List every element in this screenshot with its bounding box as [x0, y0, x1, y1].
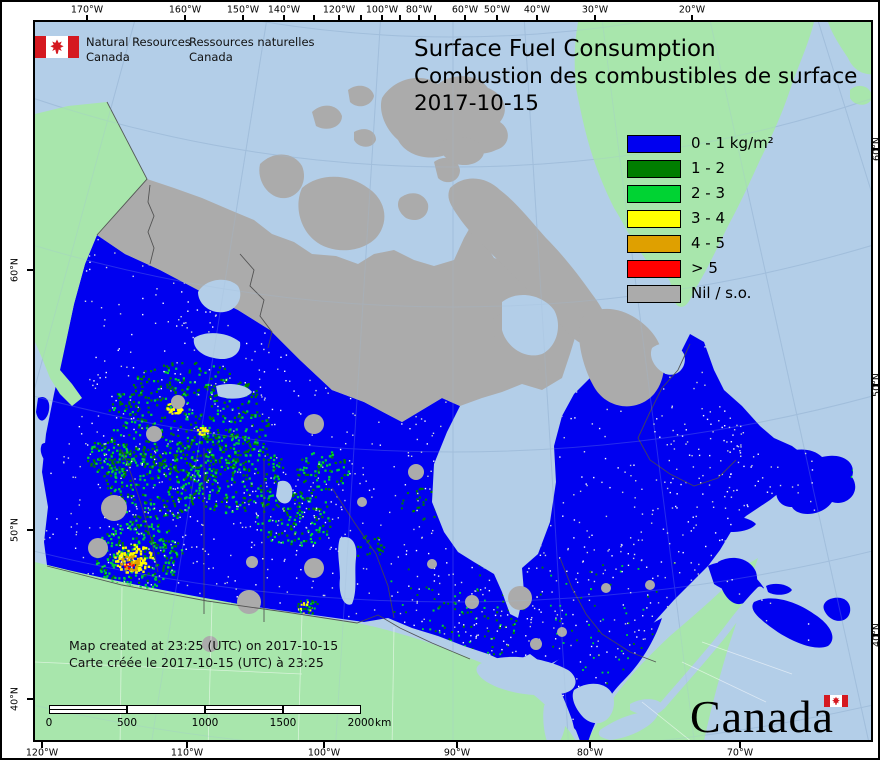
- created-french: Carte créée le 2017-10-15 (UTC) à 23:25: [69, 654, 338, 671]
- scalebar-label: 1500: [270, 717, 297, 729]
- legend-item: 0 - 1 kg/m²: [627, 133, 847, 158]
- longitude-label: 100°W: [366, 5, 398, 16]
- tick-mark: [464, 15, 466, 21]
- longitude-label: 160°W: [169, 5, 201, 16]
- legend-item: > 5: [627, 258, 847, 283]
- legend-swatch: [627, 285, 681, 303]
- latitude-label: 50°N: [872, 373, 880, 397]
- canada-wordmark: Canada: [690, 690, 834, 743]
- legend-swatch: [627, 135, 681, 153]
- tick-mark: [27, 698, 33, 700]
- scalebar-label: 1000: [192, 717, 219, 729]
- scalebar-segment: [205, 705, 283, 714]
- tick-mark: [27, 269, 33, 271]
- title-date: 2017-10-15: [414, 90, 857, 117]
- longitude-label: 150°W: [227, 5, 259, 16]
- latitude-label: 40°N: [872, 623, 880, 647]
- legend-label: 2 - 3: [691, 184, 725, 202]
- scalebar-segment: [127, 705, 205, 714]
- scalebar-label: 500: [117, 717, 137, 729]
- longitude-label: 170°W: [71, 5, 103, 16]
- tick-mark: [434, 15, 436, 21]
- legend-swatch: [627, 185, 681, 203]
- latitude-label: 60°N: [872, 137, 880, 161]
- legend-swatch: [627, 235, 681, 253]
- legend-label: Nil / s.o.: [691, 284, 751, 302]
- longitude-label: 140°W: [268, 5, 300, 16]
- creation-timestamp: Map created at 23:25 (UTC) on 2017-10-15…: [69, 637, 338, 671]
- legend-item: 3 - 4: [627, 208, 847, 233]
- longitude-label: 90°W: [444, 748, 470, 759]
- canada-flag-icon: [35, 36, 79, 58]
- legend-label: > 5: [691, 259, 718, 277]
- tick-mark: [313, 15, 315, 21]
- tick-mark: [283, 15, 285, 21]
- longitude-label: 110°W: [171, 748, 203, 759]
- tick-mark: [691, 15, 693, 21]
- legend: 0 - 1 kg/m² 1 - 2 2 - 3 3 - 4 4 - 5 > 5 Nil / …: [627, 133, 847, 313]
- legend-item: 2 - 3: [627, 183, 847, 208]
- longitude-label: 80°W: [577, 748, 603, 759]
- longitude-label: 30°W: [582, 5, 608, 16]
- title-english: Surface Fuel Consumption: [414, 35, 857, 63]
- latitude-label: 50°N: [10, 518, 21, 542]
- longitude-label: 40°W: [524, 5, 550, 16]
- legend-item: Nil / s.o.: [627, 283, 847, 308]
- nrcan-logo: [35, 36, 79, 62]
- legend-label: 1 - 2: [691, 159, 725, 177]
- scalebar-label: 0: [46, 717, 53, 729]
- legend-swatch: [627, 160, 681, 178]
- longitude-label: 120°W: [26, 748, 58, 759]
- legend-label: 4 - 5: [691, 234, 725, 252]
- scalebar-segment: [283, 705, 361, 714]
- tick-mark: [360, 15, 362, 21]
- tick-mark: [496, 15, 498, 21]
- tick-mark: [338, 15, 340, 21]
- longitude-label: 60°W: [452, 5, 478, 16]
- scalebar-segment: [49, 705, 127, 714]
- longitude-label: 20°W: [679, 5, 705, 16]
- legend-item: 4 - 5: [627, 233, 847, 258]
- legend-label: 3 - 4: [691, 209, 725, 227]
- legend-item: 1 - 2: [627, 158, 847, 183]
- longitude-label: 80°W: [406, 5, 432, 16]
- tick-mark: [242, 15, 244, 21]
- map-title: Surface Fuel Consumption Combustion des …: [414, 35, 857, 117]
- tick-mark: [86, 15, 88, 21]
- scalebar-unit: km: [375, 717, 391, 729]
- tick-mark: [594, 15, 596, 21]
- latitude-label: 60°N: [10, 258, 21, 282]
- longitude-label: 50°W: [484, 5, 510, 16]
- tick-mark: [536, 15, 538, 21]
- legend-swatch: [627, 260, 681, 278]
- tick-mark: [381, 15, 383, 21]
- latitude-label: 40°N: [10, 687, 21, 711]
- longitude-label: 100°W: [308, 748, 340, 759]
- longitude-label: 120°W: [323, 5, 355, 16]
- tick-mark: [418, 15, 420, 21]
- scalebar-label: 2000: [348, 717, 375, 729]
- longitude-label: 70°W: [727, 748, 753, 759]
- tick-mark: [399, 15, 401, 21]
- legend-label: 0 - 1 kg/m²: [691, 134, 774, 152]
- created-english: Map created at 23:25 (UTC) on 2017-10-15: [69, 637, 338, 654]
- legend-swatch: [627, 210, 681, 228]
- tick-mark: [184, 15, 186, 21]
- wordmark-flag-icon: [824, 695, 848, 707]
- tick-mark: [27, 529, 33, 531]
- title-french: Combustion des combustibles de surface: [414, 63, 857, 90]
